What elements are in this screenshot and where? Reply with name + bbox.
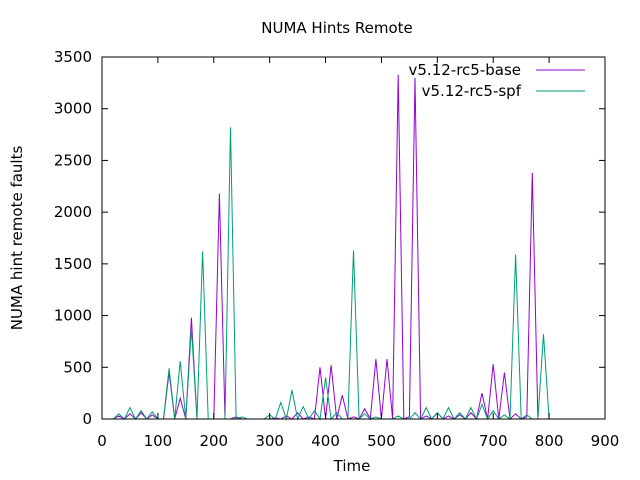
x-tick-label: 100 — [144, 432, 173, 450]
y-tick-label: 1000 — [54, 307, 92, 325]
y-tick-label: 500 — [63, 358, 92, 376]
x-tick-label: 300 — [255, 432, 284, 450]
y-tick-label: 2500 — [54, 151, 92, 169]
x-axis-title: Time — [333, 457, 371, 475]
y-tick-label: 2000 — [54, 203, 92, 221]
series-layer — [112, 74, 550, 421]
plot-frame — [101, 56, 606, 420]
y-tick-label: 3500 — [54, 48, 92, 66]
x-tick-label: 700 — [479, 432, 508, 450]
y-axis-title: NUMA hint remote faults — [8, 146, 26, 331]
x-tick-label: 400 — [311, 432, 340, 450]
y-tick-label: 0 — [82, 410, 92, 428]
series-line-1 — [112, 127, 550, 421]
y-tick-label: 3000 — [54, 100, 92, 118]
x-tick-label: 800 — [535, 432, 564, 450]
chart-title: NUMA Hints Remote — [261, 19, 412, 37]
x-tick-label: 0 — [97, 432, 107, 450]
series-line-0 — [112, 74, 550, 421]
legend-label-1: v5.12-rc5-spf — [422, 82, 522, 100]
x-tick-label: 200 — [199, 432, 228, 450]
x-tick-label: 600 — [423, 432, 452, 450]
ticks-layer: 0 100 200 300 400 500 600 700 800 900 0 500 1000 1500… — [54, 48, 620, 450]
legend-label-0: v5.12-rc5-base — [409, 61, 522, 79]
y-tick-label: 1500 — [54, 255, 92, 273]
x-tick-label: 500 — [367, 432, 396, 450]
x-tick-label: 900 — [591, 432, 620, 450]
legend: v5.12-rc5-base v5.12-rc5-spf — [409, 61, 585, 100]
